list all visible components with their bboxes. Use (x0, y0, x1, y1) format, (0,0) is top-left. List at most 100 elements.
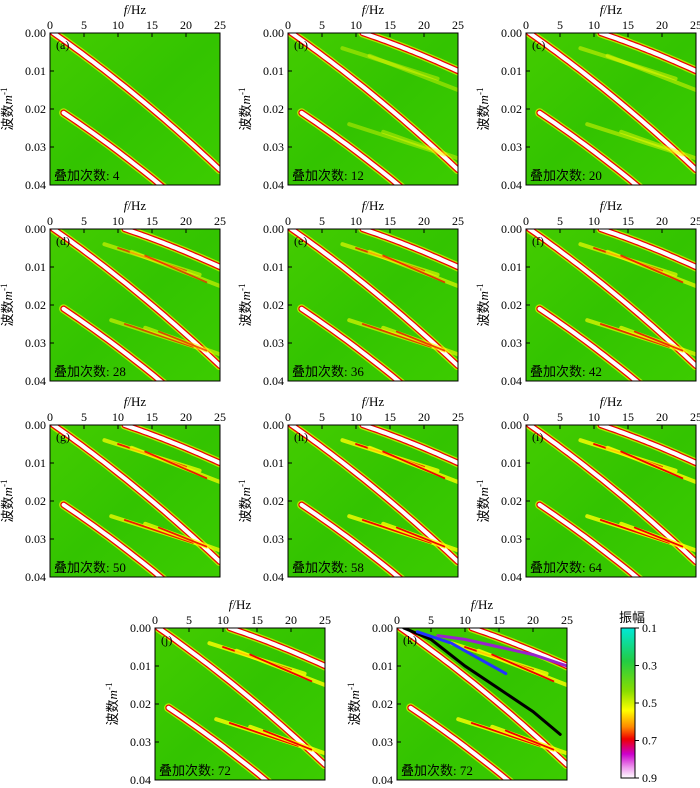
y-axis-label: 波数m-1 (475, 480, 491, 523)
panel-h: 0 5 10 15 20 25 f/Hz 0.00 0.01 0.02 0.03 0.04 波数m-1 (… (237, 394, 464, 584)
streak-core (361, 323, 432, 348)
y-axis-label: 波数m-1 (0, 284, 15, 327)
x-tick-label: 15 (146, 214, 158, 228)
ridge-core (156, 628, 325, 767)
x-tick-label: 25 (214, 410, 226, 424)
x-tick-label: 0 (47, 410, 53, 424)
ridge-core (527, 33, 696, 172)
y-tick-label: 0.03 (263, 532, 284, 546)
x-tick-label: 5 (557, 410, 563, 424)
x-tick-label: 10 (112, 18, 124, 32)
y-tick-label: 0.02 (25, 298, 46, 312)
ridge-core (537, 306, 640, 381)
streak-core (633, 330, 684, 352)
x-tick-label: 15 (146, 410, 158, 424)
y-tick-label: 0.03 (25, 140, 46, 154)
y-tick-label: 0.04 (263, 374, 284, 388)
x-axis-label: f/Hz (362, 2, 385, 17)
y-tick-label: 0.02 (501, 298, 522, 312)
ridge-core (299, 110, 402, 185)
ridge-core (289, 425, 458, 564)
y-tick-label: 0.03 (25, 336, 46, 350)
streak-halo (619, 129, 696, 161)
y-tick-label: 0.01 (263, 64, 284, 78)
streak-halo (347, 122, 447, 157)
y-tick-label: 0.00 (501, 222, 522, 236)
panel-id: (a) (56, 38, 69, 52)
y-tick-label: 0.00 (25, 222, 46, 236)
colorbar-tick-label: 0.5 (642, 696, 657, 710)
stack-count-label: 叠加次数: 50 (54, 560, 126, 575)
y-tick-label: 0.02 (501, 494, 522, 508)
y-tick-label: 0.03 (372, 735, 393, 749)
x-tick-label: 5 (319, 410, 325, 424)
x-tick-label: 5 (557, 18, 563, 32)
panel-e: 0 5 10 15 20 25 f/Hz 0.00 0.01 0.02 0.03 0.04 波数m-1 (… (237, 198, 464, 388)
ridge-core (166, 705, 269, 780)
x-tick-label: 5 (81, 18, 87, 32)
x-axis-label: f/Hz (600, 2, 623, 17)
x-tick-label: 25 (319, 613, 331, 627)
y-tick-label: 0.00 (25, 418, 46, 432)
y-tick-label: 0.04 (25, 374, 46, 388)
x-tick-label: 15 (384, 214, 396, 228)
ridge-core (469, 628, 567, 668)
panel-k: 0 5 10 15 20 25 f/Hz 0.00 0.01 0.02 0.03 0.04 波数m-1 (… (346, 597, 573, 787)
y-tick-label: 0.03 (501, 140, 522, 154)
x-tick-label: 20 (418, 18, 430, 32)
pick-blue (415, 630, 508, 676)
y-axis-label: 波数m-1 (346, 683, 362, 726)
y-axis-label: 波数m-1 (0, 88, 15, 131)
streak-halo (578, 46, 678, 81)
panel-id: (j) (161, 633, 172, 647)
streak-core (382, 254, 446, 284)
streak-core (599, 323, 670, 348)
x-tick-label: 20 (180, 214, 192, 228)
y-tick-label: 0.01 (501, 64, 522, 78)
colorbar-title: 振幅 (619, 610, 645, 625)
x-tick-label: 10 (217, 613, 229, 627)
panel-i: 0 5 10 15 20 25 f/Hz 0.00 0.01 0.02 0.03 0.04 波数m-1 (… (475, 394, 700, 584)
x-tick-label: 0 (394, 613, 400, 627)
panel-c: 0 5 10 15 20 25 f/Hz 0.00 0.01 0.02 0.03 0.04 波数m-1 (… (475, 2, 700, 192)
ridge-core (598, 229, 696, 269)
ridge-core (527, 229, 696, 368)
stack-count-label: 叠加次数: 58 (292, 560, 364, 575)
ridge-core (360, 229, 458, 269)
pick-black (402, 628, 562, 736)
x-axis-label: f/Hz (229, 597, 252, 612)
streak-core (395, 526, 446, 548)
stack-count-label: 叠加次数: 72 (159, 763, 231, 778)
y-tick-label: 0.03 (263, 336, 284, 350)
streak-core (491, 653, 555, 683)
panel-id: (c) (532, 38, 545, 52)
x-tick-label: 25 (452, 18, 464, 32)
x-tick-label: 5 (186, 613, 192, 627)
x-tick-label: 0 (523, 410, 529, 424)
streak-core (599, 519, 670, 544)
y-tick-label: 0.04 (263, 178, 284, 192)
x-tick-label: 25 (214, 214, 226, 228)
panel-j: 0 5 10 15 20 25 f/Hz 0.00 0.01 0.02 0.03 0.04 波数m-1 (… (104, 597, 331, 787)
x-tick-label: 10 (588, 410, 600, 424)
y-tick-label: 0.03 (25, 532, 46, 546)
x-tick-label: 20 (527, 613, 539, 627)
y-tick-label: 0.01 (263, 260, 284, 274)
panel-id: (b) (294, 38, 308, 52)
y-tick-label: 0.01 (25, 64, 46, 78)
y-tick-label: 0.01 (372, 659, 393, 673)
x-tick-label: 20 (418, 214, 430, 228)
x-tick-label: 15 (384, 18, 396, 32)
y-tick-label: 0.04 (130, 773, 151, 787)
x-axis-label: f/Hz (362, 198, 385, 213)
streak-core (262, 729, 313, 751)
ridge-core (51, 425, 220, 564)
y-tick-label: 0.03 (263, 140, 284, 154)
streak-core (504, 729, 555, 751)
x-axis-label: f/Hz (124, 198, 147, 213)
y-tick-label: 0.04 (263, 570, 284, 584)
y-tick-label: 0.00 (263, 418, 284, 432)
x-tick-label: 10 (350, 18, 362, 32)
x-tick-label: 5 (557, 214, 563, 228)
y-tick-label: 0.01 (501, 260, 522, 274)
